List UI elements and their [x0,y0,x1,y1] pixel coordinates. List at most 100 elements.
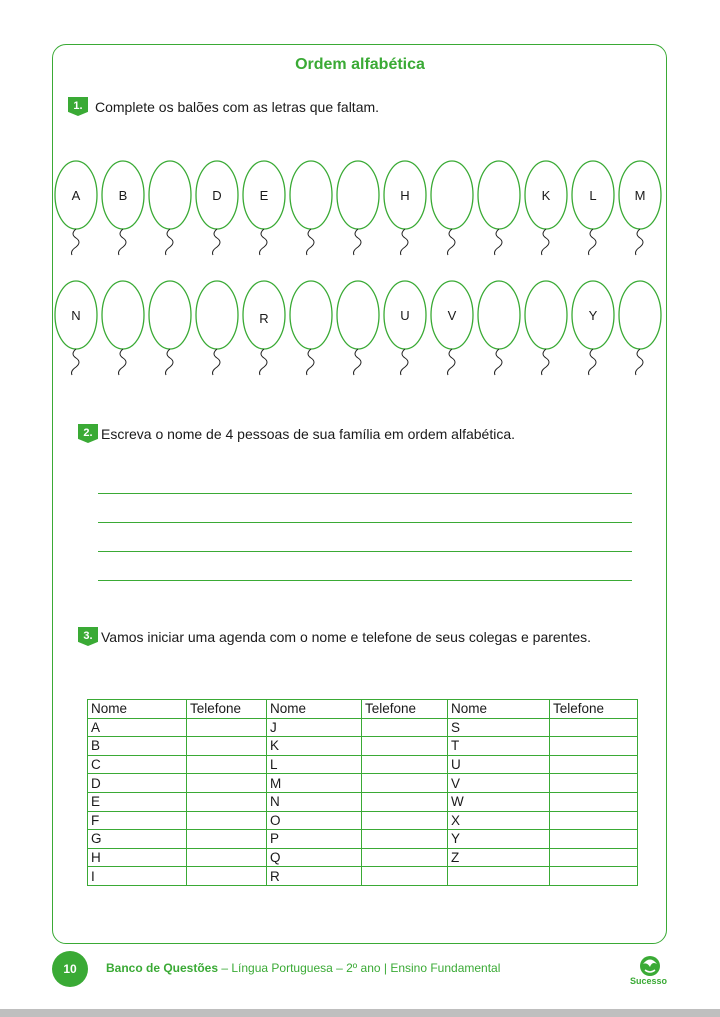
agenda-phone-cell[interactable] [549,754,638,775]
balloon[interactable] [289,160,333,256]
balloon[interactable] [477,160,521,256]
agenda-name-cell[interactable]: V [447,773,550,793]
agenda-name-cell[interactable]: I [87,866,187,886]
agenda-name-cell[interactable]: Q [266,847,362,868]
agenda-name-cell[interactable]: S [447,717,550,738]
agenda-phone-cell[interactable] [549,810,638,831]
agenda-name-cell[interactable]: F [87,810,187,831]
balloon-letter: B [119,188,128,203]
agenda-phone-cell[interactable] [549,829,638,849]
balloon-string [259,228,268,256]
agenda-header-telefone: Telefone [549,699,638,719]
question-1-text: Complete os balões com as letras que fal… [95,99,380,115]
agenda-phone-cell[interactable] [549,736,638,756]
agenda-name-cell[interactable]: J [266,717,362,738]
balloon-letter: U [400,308,409,323]
agenda-name-cell[interactable]: L [266,754,362,775]
balloon-string [494,228,503,256]
agenda-name-cell[interactable]: C [87,754,187,775]
agenda-name-cell[interactable]: N [266,791,362,812]
balloon[interactable] [430,160,474,256]
agenda-phone-cell[interactable] [186,791,267,812]
balloon[interactable] [195,280,239,376]
agenda-name-cell[interactable]: H [87,847,187,868]
balloon-string [118,228,127,256]
agenda-phone-cell[interactable] [186,773,267,793]
balloon-string [118,348,127,376]
balloon[interactable] [148,280,192,376]
balloon-string [588,228,597,256]
answer-line-3[interactable] [98,551,632,552]
agenda-name-cell[interactable]: D [87,773,187,793]
balloon: B [101,160,145,256]
agenda-name-cell[interactable]: M [266,773,362,793]
agenda-phone-cell[interactable] [549,847,638,868]
agenda-phone-cell[interactable] [549,791,638,812]
agenda-phone-cell[interactable] [186,810,267,831]
agenda-phone-cell[interactable] [549,866,638,886]
agenda-name-cell[interactable]: T [447,736,550,756]
balloon[interactable] [148,160,192,256]
agenda-phone-cell[interactable] [186,717,267,738]
agenda-phone-cell[interactable] [361,810,448,831]
balloon-string [353,348,362,376]
agenda-name-cell[interactable]: U [447,754,550,775]
agenda-phone-cell[interactable] [361,773,448,793]
balloon-outline [524,280,568,350]
agenda-name-cell[interactable]: K [266,736,362,756]
balloon-letter: K [542,188,551,203]
agenda-phone-cell[interactable] [186,736,267,756]
agenda-phone-cell[interactable] [361,847,448,868]
balloon[interactable] [477,280,521,376]
balloon[interactable] [336,160,380,256]
agenda-name-cell[interactable]: X [447,810,550,831]
agenda-phone-cell[interactable] [361,791,448,812]
agenda-name-cell[interactable]: W [447,791,550,812]
balloon[interactable] [524,280,568,376]
agenda-phone-cell[interactable] [361,717,448,738]
balloon-outline [195,280,239,350]
agenda-name-cell[interactable]: Y [447,829,550,849]
balloon-outline [289,280,333,350]
agenda-name-cell[interactable]: P [266,829,362,849]
agenda-phone-cell[interactable] [186,866,267,886]
sucesso-logo-icon [640,956,660,976]
balloon[interactable] [289,280,333,376]
balloon: E [242,160,286,256]
balloon-outline [101,280,145,350]
agenda-name-cell[interactable]: Z [447,847,550,868]
answer-line-1[interactable] [98,493,632,494]
balloon[interactable] [618,280,662,376]
agenda-phone-cell[interactable] [186,754,267,775]
answer-line-2[interactable] [98,522,632,523]
balloon-outline [148,160,192,230]
balloon[interactable] [336,280,380,376]
balloon-outline [477,160,521,230]
agenda-name-cell[interactable] [447,866,550,886]
agenda-phone-cell[interactable] [186,829,267,849]
question-3-text: Vamos iniciar uma agenda com o nome e te… [101,629,592,645]
agenda-name-cell[interactable]: G [87,829,187,849]
agenda-name-cell[interactable]: R [266,866,362,886]
agenda-phone-cell[interactable] [549,773,638,793]
balloon-letter: N [71,308,80,323]
balloon[interactable] [101,280,145,376]
agenda-name-cell[interactable]: A [87,717,187,738]
agenda-phone-cell[interactable] [361,866,448,886]
agenda-phone-cell[interactable] [361,736,448,756]
footer-book-title: Banco de Questões [106,961,219,975]
agenda-name-cell[interactable]: E [87,791,187,812]
agenda-phone-cell[interactable] [549,717,638,738]
balloon-string [306,348,315,376]
balloon-outline [148,280,192,350]
agenda-name-cell[interactable]: O [266,810,362,831]
balloon-string [353,228,362,256]
page-frame [52,44,667,944]
agenda-phone-cell[interactable] [361,754,448,775]
agenda-phone-cell[interactable] [186,847,267,868]
agenda-name-cell[interactable]: B [87,736,187,756]
agenda-phone-cell[interactable] [361,829,448,849]
balloon-letter: H [400,188,409,203]
answer-line-4[interactable] [98,580,632,581]
